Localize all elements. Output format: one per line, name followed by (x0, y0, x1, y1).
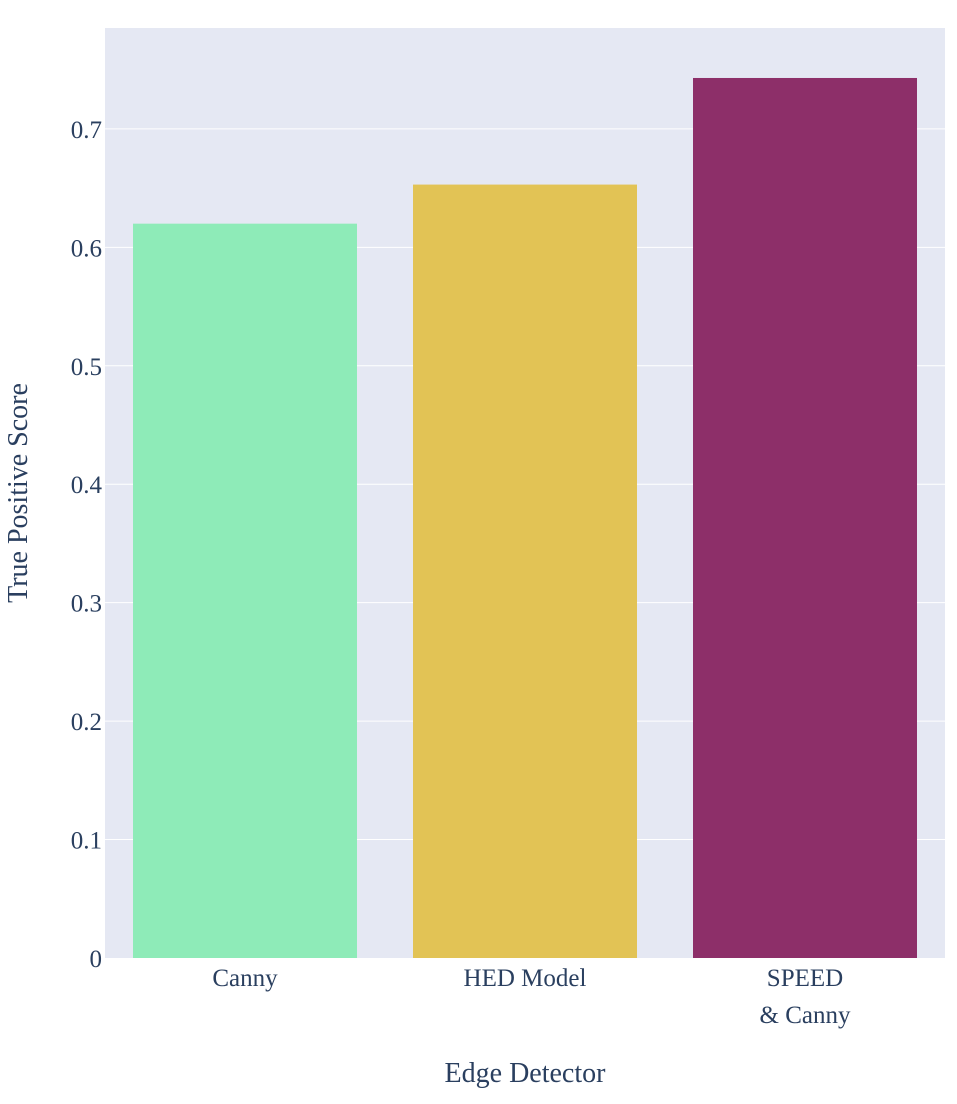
x-tick-label: SPEED & Canny (760, 965, 851, 1029)
y-axis-title: True Positive Score (3, 383, 34, 603)
x-axis-title: Edge Detector (445, 1058, 607, 1089)
bar (133, 223, 357, 958)
y-tick-label: 0.6 (71, 235, 102, 262)
y-tick-label: 0.1 (71, 828, 102, 855)
y-tick-label: 0.5 (71, 354, 102, 381)
x-tick-label-line: HED Model (464, 965, 587, 992)
y-tick-label: 0.4 (71, 472, 103, 499)
x-tick-label-line: SPEED (767, 965, 843, 992)
x-tick-labels: Canny HED Model SPEED & Canny (212, 965, 851, 1029)
y-tick-label: 0.2 (71, 709, 102, 736)
x-tick-label-line: Canny (212, 965, 278, 992)
y-tick-label: 0.7 (71, 117, 102, 144)
y-tick-labels: 0 0.1 0.2 0.3 0.4 0.5 0.6 0.7 (71, 117, 103, 973)
bars (133, 77, 917, 958)
y-tick-label: 0 (90, 946, 103, 973)
x-tick-label-line: & Canny (760, 1002, 851, 1029)
x-tick-label: Canny (212, 965, 278, 992)
x-tick-label: HED Model (464, 965, 587, 992)
y-tick-label: 0.3 (71, 591, 102, 618)
bar (413, 184, 637, 958)
bar (693, 77, 917, 958)
